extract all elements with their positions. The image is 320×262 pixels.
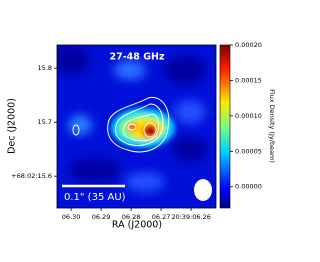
x-tick-label: 06.27: [152, 213, 171, 221]
y-tick-label: +68:02:15.6: [11, 172, 52, 180]
x-tick-label: 06.30: [62, 213, 81, 221]
colorbar-tick-label: 0.00015: [235, 76, 262, 84]
chart-title: 27-48 GHz: [110, 52, 165, 63]
x-tick-label: 06.29: [92, 213, 111, 221]
y-tick-label: 15.8: [38, 64, 52, 72]
y-tick-label: 15.7: [38, 118, 52, 126]
colorbar-tick-label: 0.00000: [235, 183, 262, 191]
x-tick-label: 20:39:06.26: [171, 213, 211, 221]
colorbar-label: Flux Density (Jy/beam): [268, 89, 276, 163]
image: [57, 45, 216, 208]
y-axis-label: Dec (J2000): [7, 98, 18, 154]
beam: [194, 179, 212, 201]
colorbar-tick-label: 0.00005: [235, 147, 262, 155]
scale-bar-label: 0.1" (35 AU): [64, 192, 126, 203]
chart: 27-48 GHz 0.1" (35 AU) RA (J2000) Dec (J…: [7, 41, 277, 231]
x-axis-label: RA (J2000): [112, 220, 162, 231]
colorbar-tick-label: 0.00010: [235, 112, 262, 120]
axes-frame: [56, 44, 217, 209]
colorbar: [219, 44, 231, 209]
colorbar-tick-label: 0.00020: [235, 41, 262, 49]
x-tick-label: 06.28: [122, 213, 141, 221]
